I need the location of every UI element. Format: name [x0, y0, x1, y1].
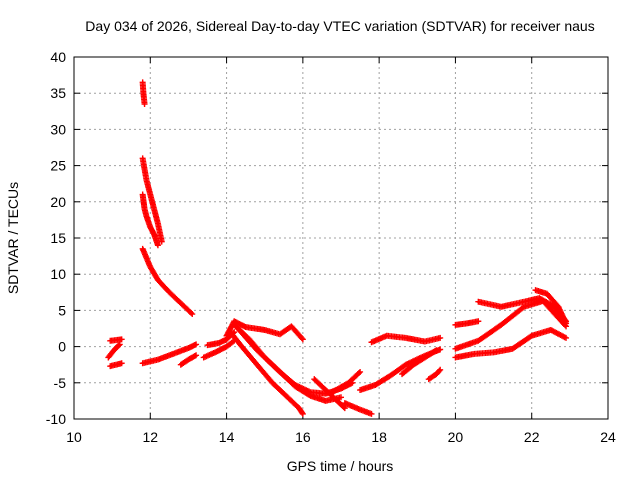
data-points	[105, 79, 570, 417]
data-point	[437, 366, 444, 373]
data-point	[433, 347, 440, 354]
data-point	[357, 368, 364, 375]
y-tick-label: 5	[58, 302, 66, 318]
data-point	[437, 346, 444, 353]
grid-lines	[74, 57, 608, 419]
y-tick-label: 25	[50, 158, 66, 174]
x-tick-label: 12	[142, 429, 158, 445]
x-tick-label: 22	[524, 429, 540, 445]
y-tick-label: -10	[46, 411, 66, 427]
x-tick-label: 14	[219, 429, 235, 445]
data-point	[563, 320, 570, 327]
data-point	[298, 335, 305, 342]
data-point	[437, 334, 444, 341]
data-point	[193, 341, 200, 348]
y-tick-label: 20	[50, 194, 66, 210]
data-point	[299, 336, 306, 343]
y-tick-label: 30	[50, 121, 66, 137]
y-tick-label: 35	[50, 85, 66, 101]
data-point	[341, 405, 348, 412]
x-tick-label: 16	[295, 429, 311, 445]
x-tick-label: 18	[371, 429, 387, 445]
data-point	[475, 318, 482, 325]
data-point	[118, 360, 125, 367]
y-tick-label: 10	[50, 266, 66, 282]
data-point	[563, 334, 570, 341]
data-point	[436, 367, 443, 374]
data-point	[368, 410, 375, 417]
x-tick-label: 20	[448, 429, 464, 445]
data-point	[154, 242, 161, 249]
data-point	[432, 348, 439, 355]
y-tick-label: 0	[58, 339, 66, 355]
data-point	[141, 101, 148, 108]
data-point	[299, 410, 306, 417]
axis-ticks: 10 12 14 16 18 20 22 24 -10 -5 0 5 10 15 20 25 30 35 40	[46, 49, 616, 445]
data-point	[338, 394, 344, 401]
data-point	[340, 404, 347, 411]
data-point	[193, 352, 200, 359]
x-tick-label: 10	[66, 429, 82, 445]
data-point	[191, 353, 198, 360]
data-point	[118, 336, 125, 343]
data-point	[229, 338, 236, 345]
chart-title: Day 034 of 2026, Sidereal Day-to-day VTE…	[85, 18, 594, 34]
data-point	[189, 311, 196, 318]
y-tick-label: 40	[50, 49, 66, 65]
x-tick-label: 24	[600, 429, 616, 445]
plot-frame	[73, 56, 609, 420]
y-tick-label: 15	[50, 230, 66, 246]
data-point	[158, 238, 165, 245]
data-point	[115, 342, 122, 349]
data-point	[299, 409, 306, 416]
data-point	[188, 309, 195, 316]
x-axis-label: GPS time / hours	[287, 458, 394, 474]
y-tick-label: -5	[54, 375, 67, 391]
data-point	[355, 370, 362, 377]
y-axis-label: SDTVAR / TECUs	[5, 182, 21, 294]
